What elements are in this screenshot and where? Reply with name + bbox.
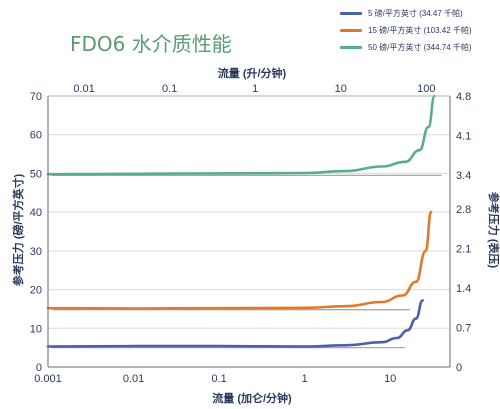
legend-label-15psi: 15 磅/平方英寸 (103.42 千帕) bbox=[368, 26, 472, 35]
y-left-tick-labels: 0 10 20 30 40 50 60 70 bbox=[30, 91, 42, 374]
x-bottom-tick-label-1: 0.01 bbox=[123, 373, 144, 385]
y-right-tick-labels: 0 0.7 1.4 2.1 2.8 3.4 4.1 4.8 bbox=[456, 91, 471, 374]
y-left-tick-label-7: 70 bbox=[30, 91, 42, 103]
x-top-tick-labels: 0.01 0.1 1 10 100 bbox=[73, 83, 435, 95]
series-lines bbox=[46, 94, 436, 348]
legend-item-50psi: 50 磅/平方英寸 (344.74 千帕) bbox=[340, 39, 472, 56]
x-bottom-tick-label-3: 1 bbox=[302, 373, 308, 385]
y-right-tick-label-4: 2.8 bbox=[456, 204, 471, 216]
legend-swatch-15psi bbox=[340, 29, 362, 32]
y-right-tick-label-0: 0 bbox=[456, 362, 462, 374]
y-left-tick-label-3: 30 bbox=[30, 246, 42, 258]
y-left-tick-label-6: 60 bbox=[30, 130, 42, 142]
y-left-tick-label-4: 40 bbox=[30, 207, 42, 219]
series-line-1 bbox=[46, 210, 433, 310]
x-bottom-tick-label-0: 0.001 bbox=[34, 373, 62, 385]
grid-lines bbox=[48, 95, 450, 329]
x-top-tick-label-4: 100 bbox=[417, 83, 435, 95]
x-top-tick-label-3: 10 bbox=[335, 83, 347, 95]
axes bbox=[47, 95, 451, 368]
x-top-tick-label-1: 0.1 bbox=[162, 83, 177, 95]
y-left-axis-label: 参考压力 (磅/平方英寸) bbox=[11, 173, 25, 286]
legend-swatch-50psi bbox=[340, 46, 362, 49]
y-left-tick-label-1: 10 bbox=[30, 323, 42, 335]
y-right-tick-label-6: 4.1 bbox=[456, 131, 471, 143]
reference-lines bbox=[52, 174, 442, 349]
legend-item-5psi: 5 磅/平方英寸 (34.47 千帕) bbox=[340, 5, 472, 22]
y-left-tick-label-2: 20 bbox=[30, 285, 42, 297]
x-bottom-axis-label: 流量 (加仑/分钟) bbox=[212, 391, 292, 405]
legend: 5 磅/平方英寸 (34.47 千帕) 15 磅/平方英寸 (103.42 千帕… bbox=[340, 5, 472, 56]
x-top-tick-label-2: 1 bbox=[252, 83, 258, 95]
y-left-tick-label-5: 50 bbox=[30, 168, 42, 180]
x-top-tick-label-0: 0.01 bbox=[73, 83, 94, 95]
x-bottom-tick-label-2: 0.1 bbox=[211, 373, 226, 385]
y-right-tick-label-7: 4.8 bbox=[456, 91, 471, 103]
y-right-tick-label-2: 1.4 bbox=[456, 283, 471, 295]
legend-label-50psi: 50 磅/平方英寸 (344.74 千帕) bbox=[368, 43, 472, 52]
chart-title: FDO6 水介质性能 bbox=[70, 32, 232, 56]
y-left-tick-label-0: 0 bbox=[36, 362, 42, 374]
y-right-tick-label-3: 2.1 bbox=[456, 243, 471, 255]
legend-label-5psi: 5 磅/平方英寸 (34.47 千帕) bbox=[368, 9, 463, 18]
legend-item-15psi: 15 磅/平方英寸 (103.42 千帕) bbox=[340, 22, 472, 39]
x-top-axis-label: 流量 (升/分钟) bbox=[218, 66, 287, 80]
y-right-axis-label: 参考压力 (表压) bbox=[487, 192, 500, 269]
y-right-tick-label-1: 0.7 bbox=[456, 322, 471, 334]
series-line-0 bbox=[46, 299, 424, 348]
x-bottom-tick-labels: 0.001 0.01 0.1 1 10 bbox=[34, 373, 396, 385]
x-bottom-tick-label-4: 10 bbox=[384, 373, 396, 385]
series-line-2 bbox=[46, 94, 436, 176]
legend-swatch-5psi bbox=[340, 12, 362, 15]
y-right-tick-label-5: 3.4 bbox=[456, 170, 471, 182]
